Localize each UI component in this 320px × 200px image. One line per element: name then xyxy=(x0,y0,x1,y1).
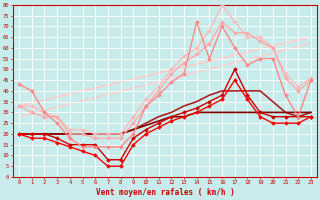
X-axis label: Vent moyen/en rafales ( km/h ): Vent moyen/en rafales ( km/h ) xyxy=(96,188,234,197)
